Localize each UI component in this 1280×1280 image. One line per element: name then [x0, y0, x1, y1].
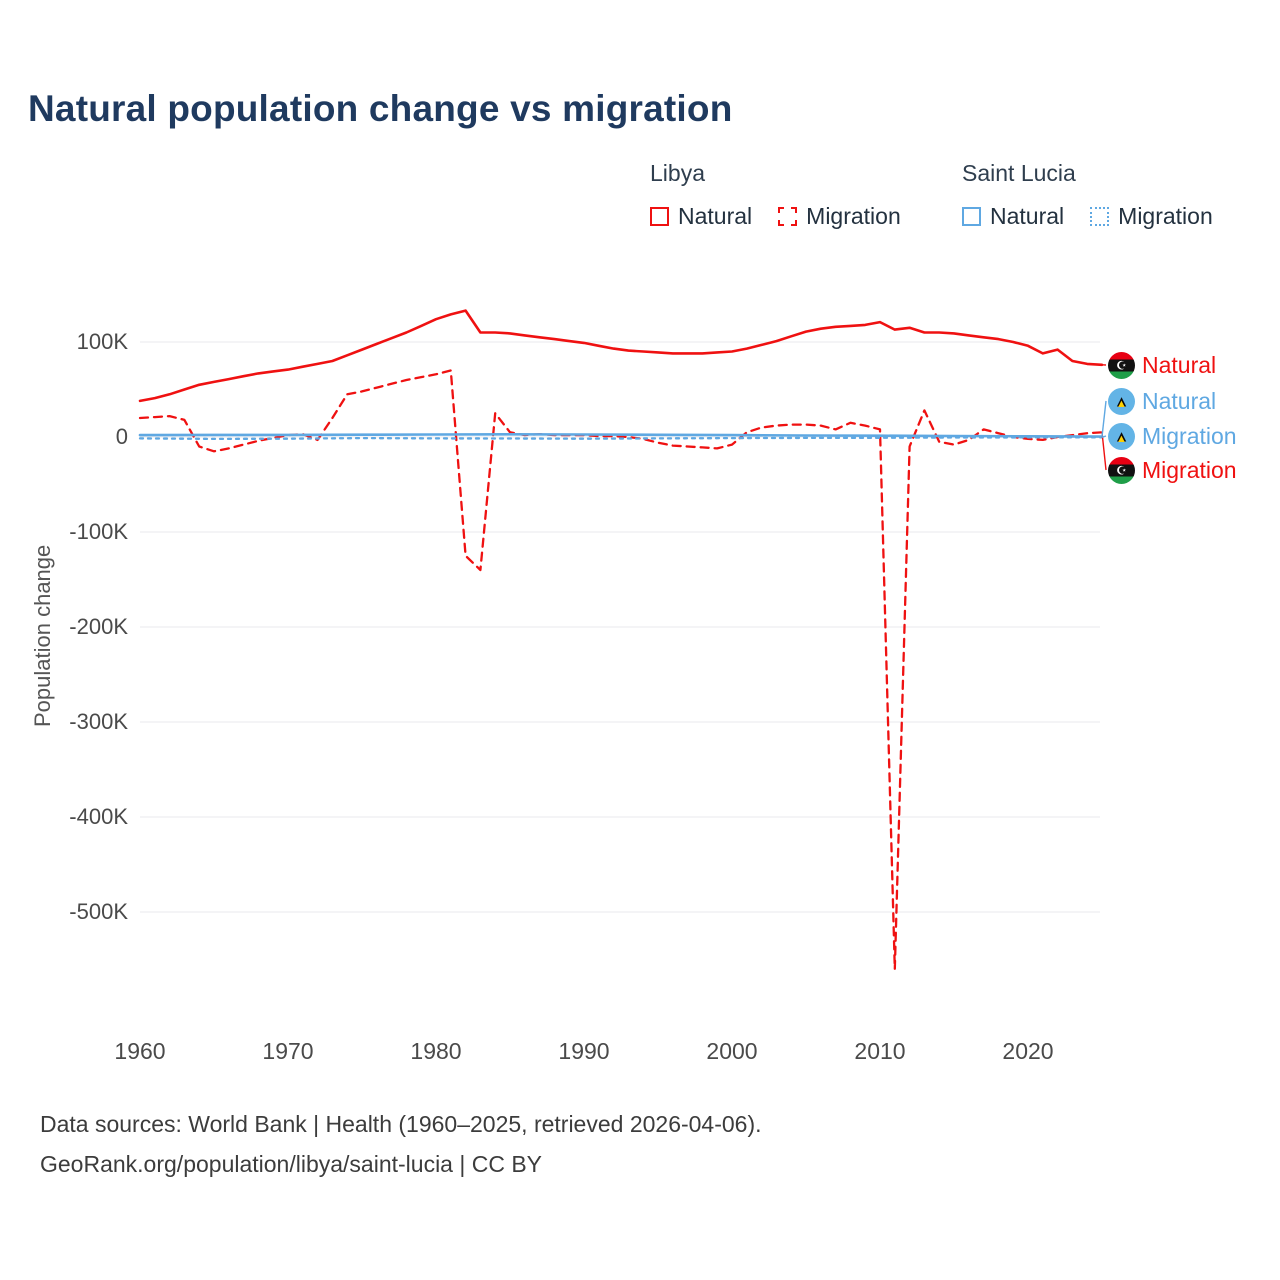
x-tick-label: 2010	[854, 1038, 906, 1064]
legend-group-libya: Libya Natural Migration	[650, 160, 927, 230]
legend-entry-saint-lucia-natural[interactable]: Natural	[962, 203, 1064, 230]
legend-country-saint-lucia: Saint Lucia	[962, 160, 1076, 186]
label-connector	[1101, 435, 1107, 438]
attribution-text: GeoRank.org/population/libya/saint-lucia…	[40, 1151, 543, 1177]
chart-footer: Data sources: World Bank | Health (1960–…	[40, 1104, 762, 1184]
x-tick-label: 1970	[262, 1038, 314, 1064]
triangle-icon: ▲	[1113, 428, 1130, 446]
line-label-saint-lucia-natural: ▲ ▲ Natural	[1108, 388, 1216, 415]
legend-label: Natural	[678, 203, 753, 229]
x-tick-label: 2000	[706, 1038, 758, 1064]
legend-entry-libya-migration[interactable]: Migration	[778, 203, 901, 230]
line-label-text: Migration	[1142, 423, 1237, 449]
y-tick-label: -300K	[69, 709, 128, 734]
x-tick-label: 1980	[410, 1038, 462, 1064]
label-connector	[1101, 432, 1107, 471]
y-tick-label: -200K	[69, 614, 128, 639]
series-line-libya-natural	[138, 309, 1104, 403]
legend-entry-saint-lucia-migration[interactable]: Migration	[1090, 203, 1213, 230]
saint-lucia-flag-icon: ▲ ▲	[1108, 388, 1135, 415]
series-line-saint-lucia-natural	[138, 432, 1104, 438]
saint-lucia-migration-swatch	[1090, 207, 1110, 226]
triangle-icon: ▲	[1113, 393, 1130, 411]
y-tick-label: 100K	[76, 329, 128, 354]
line-label-text: Natural	[1142, 388, 1217, 414]
legend-label: Migration	[806, 203, 901, 229]
y-tick-label: -100K	[69, 519, 128, 544]
series-line-libya-migration	[138, 369, 1104, 971]
line-label-text: Migration	[1142, 457, 1237, 483]
series-line-saint-lucia-migration	[138, 436, 1104, 441]
y-tick-label: -400K	[69, 804, 128, 829]
label-connector	[1101, 400, 1107, 437]
x-tick-label: 1990	[558, 1038, 610, 1064]
data-sources-text: Data sources: World Bank | Health (1960–…	[40, 1111, 762, 1137]
legend-group-saint-lucia: Saint Lucia Natural Migration	[962, 160, 1239, 230]
saint-lucia-natural-swatch	[962, 207, 981, 226]
libya-flag-icon: ☪	[1108, 457, 1135, 484]
legend-label: Migration	[1118, 203, 1213, 229]
crescent-star-icon: ☪	[1116, 462, 1127, 477]
triangle-icon: ▲	[1116, 397, 1127, 410]
line-label-libya-natural: ☪ Natural	[1108, 352, 1216, 379]
line-label-saint-lucia-migration: ▲ ▲ Migration	[1108, 423, 1237, 450]
legend-entries-saint-lucia: Natural Migration	[962, 203, 1239, 230]
y-tick-label: 0	[115, 424, 128, 449]
triangle-icon: ▲	[1116, 432, 1127, 445]
chart-title: Natural population change vs migration	[28, 88, 733, 129]
libya-migration-swatch	[778, 207, 798, 226]
legend-entry-libya-natural[interactable]: Natural	[650, 203, 752, 230]
libya-flag-icon: ☪	[1108, 352, 1135, 379]
legend-label: Natural	[990, 203, 1065, 229]
y-tick-label: -500K	[69, 899, 128, 924]
libya-natural-swatch	[650, 207, 669, 226]
line-label-text: Natural	[1142, 352, 1217, 378]
legend-entries-libya: Natural Migration	[650, 203, 927, 230]
line-label-libya-migration: ☪ Migration	[1108, 457, 1237, 484]
x-tick-label: 2020	[1002, 1038, 1054, 1064]
legend-country-libya: Libya	[650, 160, 705, 186]
saint-lucia-flag-icon: ▲ ▲	[1108, 423, 1135, 450]
crescent-star-icon: ☪	[1116, 357, 1127, 372]
x-tick-label: 1960	[114, 1038, 166, 1064]
